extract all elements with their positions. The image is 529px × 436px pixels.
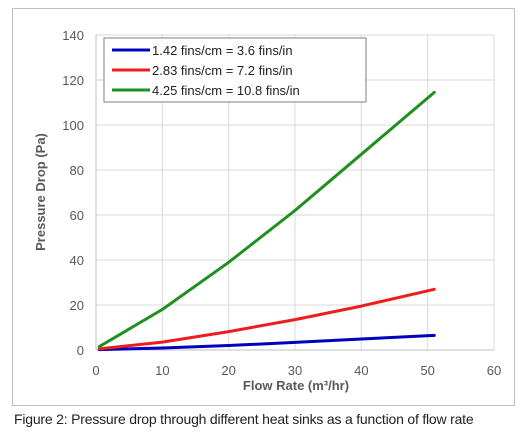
y-axis-title: Pressure Drop (Pa) bbox=[33, 133, 48, 251]
series-line-1 bbox=[97, 333, 436, 352]
y-tick-label: 60 bbox=[70, 208, 84, 223]
y-tick-label: 80 bbox=[70, 163, 84, 178]
series-line-2 bbox=[97, 287, 436, 351]
legend-label-2: 2.83 fins/cm = 7.2 fins/in bbox=[152, 63, 293, 78]
legend: 1.42 fins/cm = 3.6 fins/in 2.83 fins/cm =… bbox=[103, 37, 367, 103]
x-tick-label: 10 bbox=[155, 363, 169, 378]
y-tick-label: 20 bbox=[70, 298, 84, 313]
x-tick-label: 20 bbox=[221, 363, 235, 378]
legend-label-1: 1.42 fins/cm = 3.6 fins/in bbox=[152, 43, 293, 58]
y-tick-label: 140 bbox=[62, 28, 84, 43]
series-lines bbox=[97, 90, 436, 352]
x-axis-title: Flow Rate (m³/hr) bbox=[243, 378, 349, 393]
x-tick-label: 50 bbox=[420, 363, 434, 378]
pressure-drop-chart: 0 20 40 60 80 100 120 140 0 10 20 30 40 50 60 1.42 fin… bbox=[33, 28, 501, 393]
x-tick-label: 60 bbox=[487, 363, 501, 378]
y-tick-label: 40 bbox=[70, 253, 84, 268]
x-tick-label: 0 bbox=[92, 363, 99, 378]
figure-caption: Figure 2: Pressure drop through differen… bbox=[14, 411, 474, 427]
series-line-3 bbox=[97, 90, 436, 349]
tick-labels: 0 20 40 60 80 100 120 140 0 10 20 30 40 50 60 bbox=[62, 28, 501, 378]
x-tick-label: 30 bbox=[288, 363, 302, 378]
y-tick-label: 100 bbox=[62, 118, 84, 133]
y-tick-label: 120 bbox=[62, 73, 84, 88]
legend-label-3: 4.25 fins/cm = 10.8 fins/in bbox=[152, 83, 300, 98]
x-tick-label: 40 bbox=[354, 363, 368, 378]
axes bbox=[95, 35, 494, 351]
y-tick-label: 0 bbox=[77, 343, 84, 358]
